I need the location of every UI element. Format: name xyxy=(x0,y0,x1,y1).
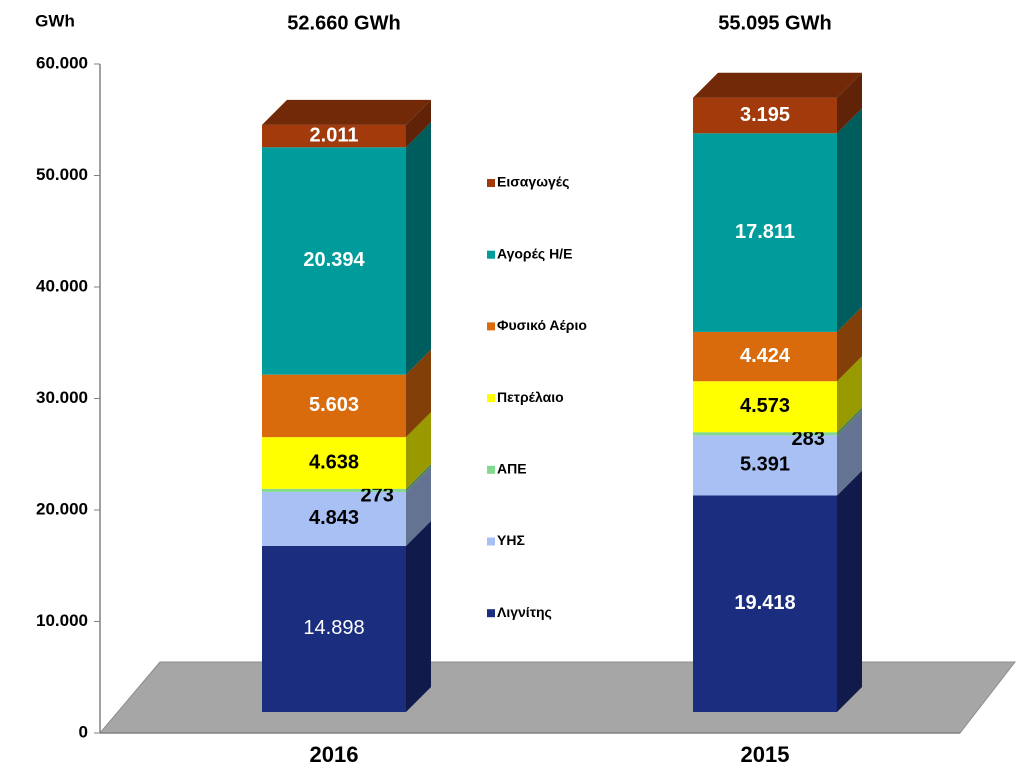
value-label: 283 xyxy=(792,428,825,450)
legend-label: ΑΠΕ xyxy=(497,461,527,477)
bar-side xyxy=(406,412,431,489)
legend-swatch xyxy=(487,179,495,187)
bar-segment xyxy=(693,97,837,134)
legend-swatch xyxy=(487,250,495,259)
floor xyxy=(98,661,1017,734)
legend-label: Πετρέλαιο xyxy=(497,389,564,405)
bar-segment xyxy=(262,374,406,438)
bar-segment xyxy=(693,381,837,433)
value-label: 4.424 xyxy=(740,345,791,367)
value-label: 20.394 xyxy=(303,249,365,271)
bar-side xyxy=(406,349,431,438)
bar-segment xyxy=(262,491,406,546)
bar-side xyxy=(406,122,431,375)
legend-swatch xyxy=(487,465,495,474)
value-label: 273 xyxy=(361,485,394,507)
y-tick-label: 10.000 xyxy=(36,611,88,630)
bar-top xyxy=(262,99,431,125)
y-axis-label: GWh xyxy=(35,11,75,30)
value-label: 4.573 xyxy=(740,395,790,417)
y-tick-label: 20.000 xyxy=(36,499,88,518)
bar-segment xyxy=(262,147,406,375)
y-tick-label: 0 xyxy=(79,722,88,741)
total-label: 55.095 GWh xyxy=(718,12,831,34)
legend-swatch xyxy=(487,394,495,403)
legend-swatch xyxy=(487,322,495,331)
total-label: 52.660 GWh xyxy=(287,12,400,34)
y-tick-label: 60.000 xyxy=(36,53,88,72)
bar-side xyxy=(406,99,431,148)
value-label: 19.418 xyxy=(734,592,795,614)
value-label: 2.011 xyxy=(310,124,359,146)
value-label: 4.843 xyxy=(309,507,359,529)
bar-segment xyxy=(693,432,837,436)
bar-segment xyxy=(693,435,837,496)
bar-segment xyxy=(693,331,837,382)
bar-side xyxy=(406,520,431,712)
y-tick-label: 50.000 xyxy=(36,165,88,184)
legend-label: Αγορές Η/Ε xyxy=(497,245,572,261)
bar-side xyxy=(837,108,862,332)
y-tick-label: 30.000 xyxy=(36,388,88,407)
value-label: 5.603 xyxy=(309,394,359,416)
bar-side xyxy=(406,466,431,546)
legend-label: Εισαγωγές xyxy=(497,174,569,190)
legend-swatch xyxy=(487,537,495,546)
bar-side xyxy=(406,463,431,492)
bar-segment xyxy=(693,133,837,332)
legend-swatch xyxy=(487,609,495,618)
bar-side xyxy=(837,72,862,134)
value-label: 4.638 xyxy=(309,451,359,473)
bar-segment xyxy=(262,488,406,492)
bar-segment xyxy=(693,495,837,712)
bar-top xyxy=(693,72,862,98)
value-label: 5.391 xyxy=(740,454,790,476)
bar-segment xyxy=(262,437,406,489)
bar-side xyxy=(837,306,862,382)
y-tick-label: 40.000 xyxy=(36,276,88,295)
value-label: 14.898 xyxy=(303,617,364,639)
bar-side xyxy=(837,356,862,433)
x-tick-label: 2015 xyxy=(741,742,790,767)
x-tick-label: 2016 xyxy=(310,742,359,767)
bar-segment xyxy=(262,545,406,712)
bar-side xyxy=(837,470,862,712)
bar-side xyxy=(837,407,862,436)
bar-segment xyxy=(262,124,406,148)
legend-label: Λιγνίτης xyxy=(497,604,552,620)
value-label: 3.195 xyxy=(740,104,790,126)
value-label: 17.811 xyxy=(735,221,795,243)
bar-side xyxy=(837,410,862,496)
legend-label: Φυσικό Αέριο xyxy=(497,317,587,333)
legend-label: ΥΗΣ xyxy=(497,532,525,548)
